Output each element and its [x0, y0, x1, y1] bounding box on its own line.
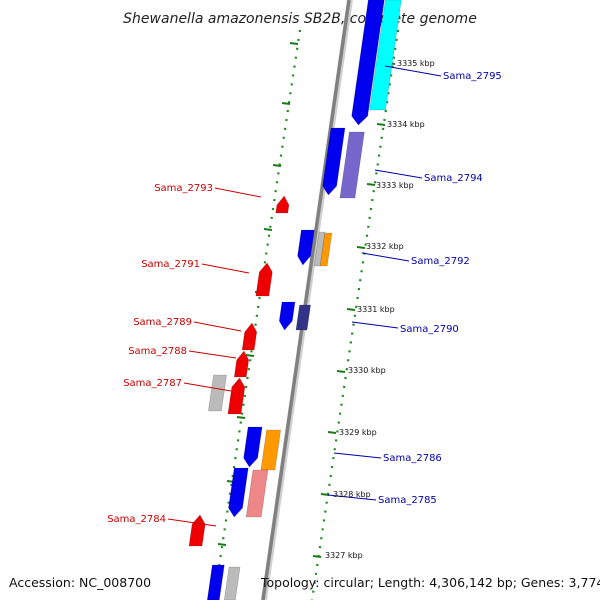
gene-sama-2792-orange	[319, 232, 333, 267]
gene-sama-2785-blue	[228, 467, 249, 518]
gene-label-sama-2784[interactable]: Sama_2784	[107, 514, 166, 525]
accession-text: Accession: NC_008700	[9, 575, 152, 590]
leader-line-left	[188, 350, 237, 359]
label-leaders	[167, 65, 442, 527]
gene-sama-2794-purple	[339, 131, 365, 199]
kbp-label: 3332 kbp	[366, 242, 404, 251]
gene-sama-2793	[275, 195, 290, 214]
tick-dash	[327, 431, 337, 434]
right-gene-labels: Sama_2795 Sama_2794 Sama_2792 Sama_2790 …	[378, 71, 502, 506]
leader-line-right	[361, 252, 410, 262]
gene-features	[188, 0, 402, 600]
gene-label-sama-2785[interactable]: Sama_2785	[378, 495, 437, 506]
gene-sama-2784	[188, 514, 206, 547]
tick-dash	[281, 102, 291, 105]
backbone	[261, 0, 351, 600]
gene-label-sama-2794[interactable]: Sama_2794	[424, 173, 483, 184]
tick-dash	[217, 543, 227, 546]
gene-label-sama-2795[interactable]: Sama_2795	[443, 71, 502, 82]
gene-bottom-gray	[223, 566, 241, 600]
gene-label-sama-2790[interactable]: Sama_2790	[400, 324, 459, 335]
tick-dash	[263, 228, 273, 231]
tick-dash	[376, 123, 386, 126]
gene-sama-2794-blue	[322, 127, 346, 196]
gene-sama-2795-blue	[351, 0, 385, 126]
map-title: Shewanella amazonensis SB2B, complete ge…	[123, 11, 477, 27]
kbp-label: 3327 kbp	[325, 551, 363, 560]
leader-line-left	[193, 321, 242, 332]
gene-sama-2789	[241, 322, 258, 351]
leader-line-right	[374, 169, 423, 179]
gene-sama-2786-orange	[260, 429, 282, 471]
gene-sama-2792-blue	[297, 229, 315, 266]
kbp-label: 3333 kbp	[376, 181, 414, 190]
genome-summary-text: Topology: circular; Length: 4,306,142 bp…	[261, 575, 600, 590]
gene-label-sama-2786[interactable]: Sama_2786	[383, 453, 442, 464]
gene-bottom-blue	[206, 564, 225, 600]
leader-line-left	[201, 263, 250, 274]
gene-sama-2785-pink	[245, 469, 269, 518]
leader-line-right	[327, 494, 377, 501]
kbp-label: 3335 kbp	[397, 59, 435, 68]
kbp-label: 3330 kbp	[348, 366, 386, 375]
left-gene-labels: Sama_2793 Sama_2791 Sama_2789 Sama_2788 …	[107, 183, 213, 525]
leader-line-right	[384, 65, 442, 77]
gene-label-sama-2787[interactable]: Sama_2787	[123, 378, 182, 389]
tick-dash	[245, 354, 255, 357]
tick-dash	[320, 493, 330, 496]
tick-dash	[366, 183, 376, 186]
tick-dash	[236, 416, 246, 419]
tick-dash	[346, 308, 356, 311]
leader-line-right	[333, 452, 382, 459]
outer-dotted-ring	[310, 29, 400, 600]
gene-label-sama-2789[interactable]: Sama_2789	[133, 317, 192, 328]
gene-sama-2791	[255, 262, 273, 297]
kbp-labels: 3335 kbp 3334 kbp 3333 kbp 3332 kbp 3331…	[325, 59, 435, 560]
leader-line-left	[167, 518, 217, 527]
tick-dash	[289, 42, 299, 45]
kbp-label: 3328 kbp	[333, 490, 371, 499]
tick-dash	[336, 370, 346, 373]
gene-sama-2787-gray	[208, 374, 227, 412]
kbp-label: 3329 kbp	[339, 428, 377, 437]
gene-sama-2790-blue	[278, 301, 296, 331]
gene-sama-2787-red	[227, 377, 246, 415]
kbp-label: 3334 kbp	[387, 120, 425, 129]
leader-line-left	[183, 382, 232, 392]
tick-dash	[312, 555, 322, 558]
gene-label-sama-2792[interactable]: Sama_2792	[411, 256, 470, 267]
gene-sama-2788	[233, 350, 250, 378]
leader-line-left	[214, 187, 262, 198]
gene-sama-2795-cyan	[369, 0, 402, 111]
gene-label-sama-2793[interactable]: Sama_2793	[154, 183, 213, 194]
gene-label-sama-2788[interactable]: Sama_2788	[128, 346, 187, 357]
inner-dotted-ring	[212, 29, 302, 600]
leader-line-right	[351, 321, 399, 329]
gene-sama-2790-navy	[295, 304, 311, 331]
kbp-label: 3331 kbp	[357, 305, 395, 314]
tick-dash	[356, 246, 366, 249]
tick-dash	[272, 164, 282, 167]
gene-sama-2786-blue	[243, 426, 263, 468]
gene-label-sama-2791[interactable]: Sama_2791	[141, 259, 200, 270]
